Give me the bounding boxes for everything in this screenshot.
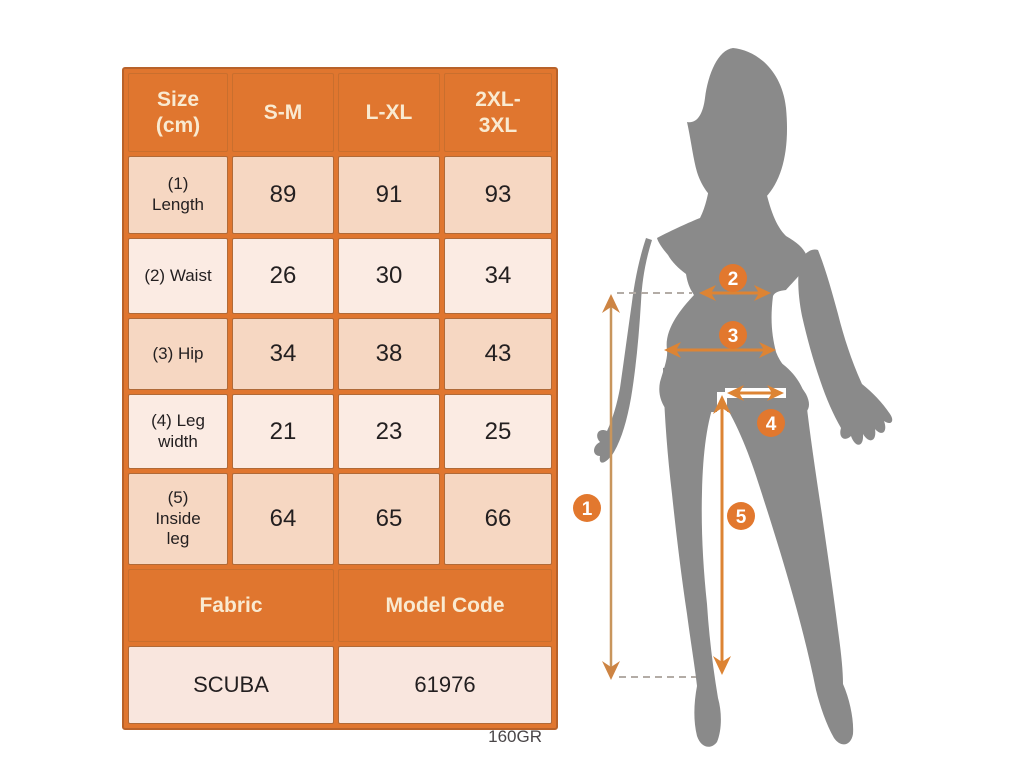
row-label-leg-width: (4) Leg width bbox=[128, 394, 228, 469]
size-header-2xl3xl: 2XL- 3XL bbox=[444, 73, 552, 152]
size-header-lxl: L-XL bbox=[338, 73, 440, 152]
length-lxl: 91 bbox=[338, 156, 440, 234]
row-label-length: (1) Length bbox=[128, 156, 228, 234]
leg-width-arrow bbox=[725, 385, 786, 401]
silhouette-left-leg bbox=[663, 367, 721, 747]
table-row-hip: (3) Hip 34 38 43 bbox=[128, 318, 552, 390]
marker-3: 3 bbox=[719, 321, 747, 349]
fabric-header: Fabric bbox=[128, 569, 334, 642]
table-row-leg-width: (4) Leg width 21 23 25 bbox=[128, 394, 552, 469]
hip-arrow bbox=[664, 342, 776, 358]
inside-leg-2xl3xl: 66 bbox=[444, 473, 552, 565]
hip-2xl3xl: 43 bbox=[444, 318, 552, 390]
measurement-figure: 1 2 3 4 5 bbox=[573, 48, 893, 747]
silhouette-left-arm bbox=[594, 238, 652, 463]
reference-dashes bbox=[617, 292, 696, 678]
length-arrow bbox=[602, 294, 620, 680]
fabric-weight-note: 160GR bbox=[488, 727, 542, 746]
svg-text:2: 2 bbox=[728, 269, 739, 290]
row-label-waist: (2) Waist bbox=[128, 238, 228, 314]
marker-2: 2 bbox=[719, 264, 747, 292]
model-code-value: 61976 bbox=[338, 646, 552, 724]
table-header-row: Size (cm) S-M L-XL 2XL- 3XL bbox=[128, 73, 552, 152]
silhouette-hair bbox=[687, 48, 788, 210]
size-chart-table: Size (cm) S-M L-XL 2XL- 3XL (1) Length 8… bbox=[122, 67, 558, 730]
svg-text:5: 5 bbox=[736, 507, 747, 528]
row-label-hip: (3) Hip bbox=[128, 318, 228, 390]
marker-1: 1 bbox=[573, 494, 601, 522]
inside-leg-sm: 64 bbox=[232, 473, 334, 565]
table-row-inside-leg: (5) Inside leg 64 65 66 bbox=[128, 473, 552, 565]
hip-lxl: 38 bbox=[338, 318, 440, 390]
waist-arrow bbox=[699, 285, 771, 301]
length-sm: 89 bbox=[232, 156, 334, 234]
silhouette-right-arm bbox=[798, 249, 893, 445]
table-footer-header-row: Fabric Model Code bbox=[128, 569, 552, 642]
model-code-header: Model Code bbox=[338, 569, 552, 642]
svg-text:1: 1 bbox=[582, 499, 593, 520]
table-row-waist: (2) Waist 26 30 34 bbox=[128, 238, 552, 314]
marker-5: 5 bbox=[727, 502, 755, 530]
fabric-value: SCUBA bbox=[128, 646, 334, 724]
hip-sm: 34 bbox=[232, 318, 334, 390]
marker-4: 4 bbox=[757, 409, 785, 437]
silhouette-torso bbox=[657, 183, 809, 412]
leg-width-lxl: 23 bbox=[338, 394, 440, 469]
leg-width-sm: 21 bbox=[232, 394, 334, 469]
waist-2xl3xl: 34 bbox=[444, 238, 552, 314]
waist-lxl: 30 bbox=[338, 238, 440, 314]
row-label-inside-leg: (5) Inside leg bbox=[128, 473, 228, 565]
measurement-arrows bbox=[602, 285, 786, 680]
svg-text:4: 4 bbox=[766, 414, 777, 435]
length-2xl3xl: 93 bbox=[444, 156, 552, 234]
silhouette-right-leg bbox=[722, 361, 854, 745]
waist-sm: 26 bbox=[232, 238, 334, 314]
inside-leg-lxl: 65 bbox=[338, 473, 440, 565]
size-unit-header: Size (cm) bbox=[128, 73, 228, 152]
inside-leg-arrow bbox=[713, 392, 731, 678]
woman-silhouette-graphic bbox=[594, 48, 893, 747]
measurement-markers: 1 2 3 4 5 bbox=[573, 264, 785, 530]
leg-width-2xl3xl: 25 bbox=[444, 394, 552, 469]
table-footer-value-row: SCUBA 61976 bbox=[128, 646, 552, 724]
svg-text:3: 3 bbox=[728, 326, 739, 347]
table-row-length: (1) Length 89 91 93 bbox=[128, 156, 552, 234]
size-header-sm: S-M bbox=[232, 73, 334, 152]
